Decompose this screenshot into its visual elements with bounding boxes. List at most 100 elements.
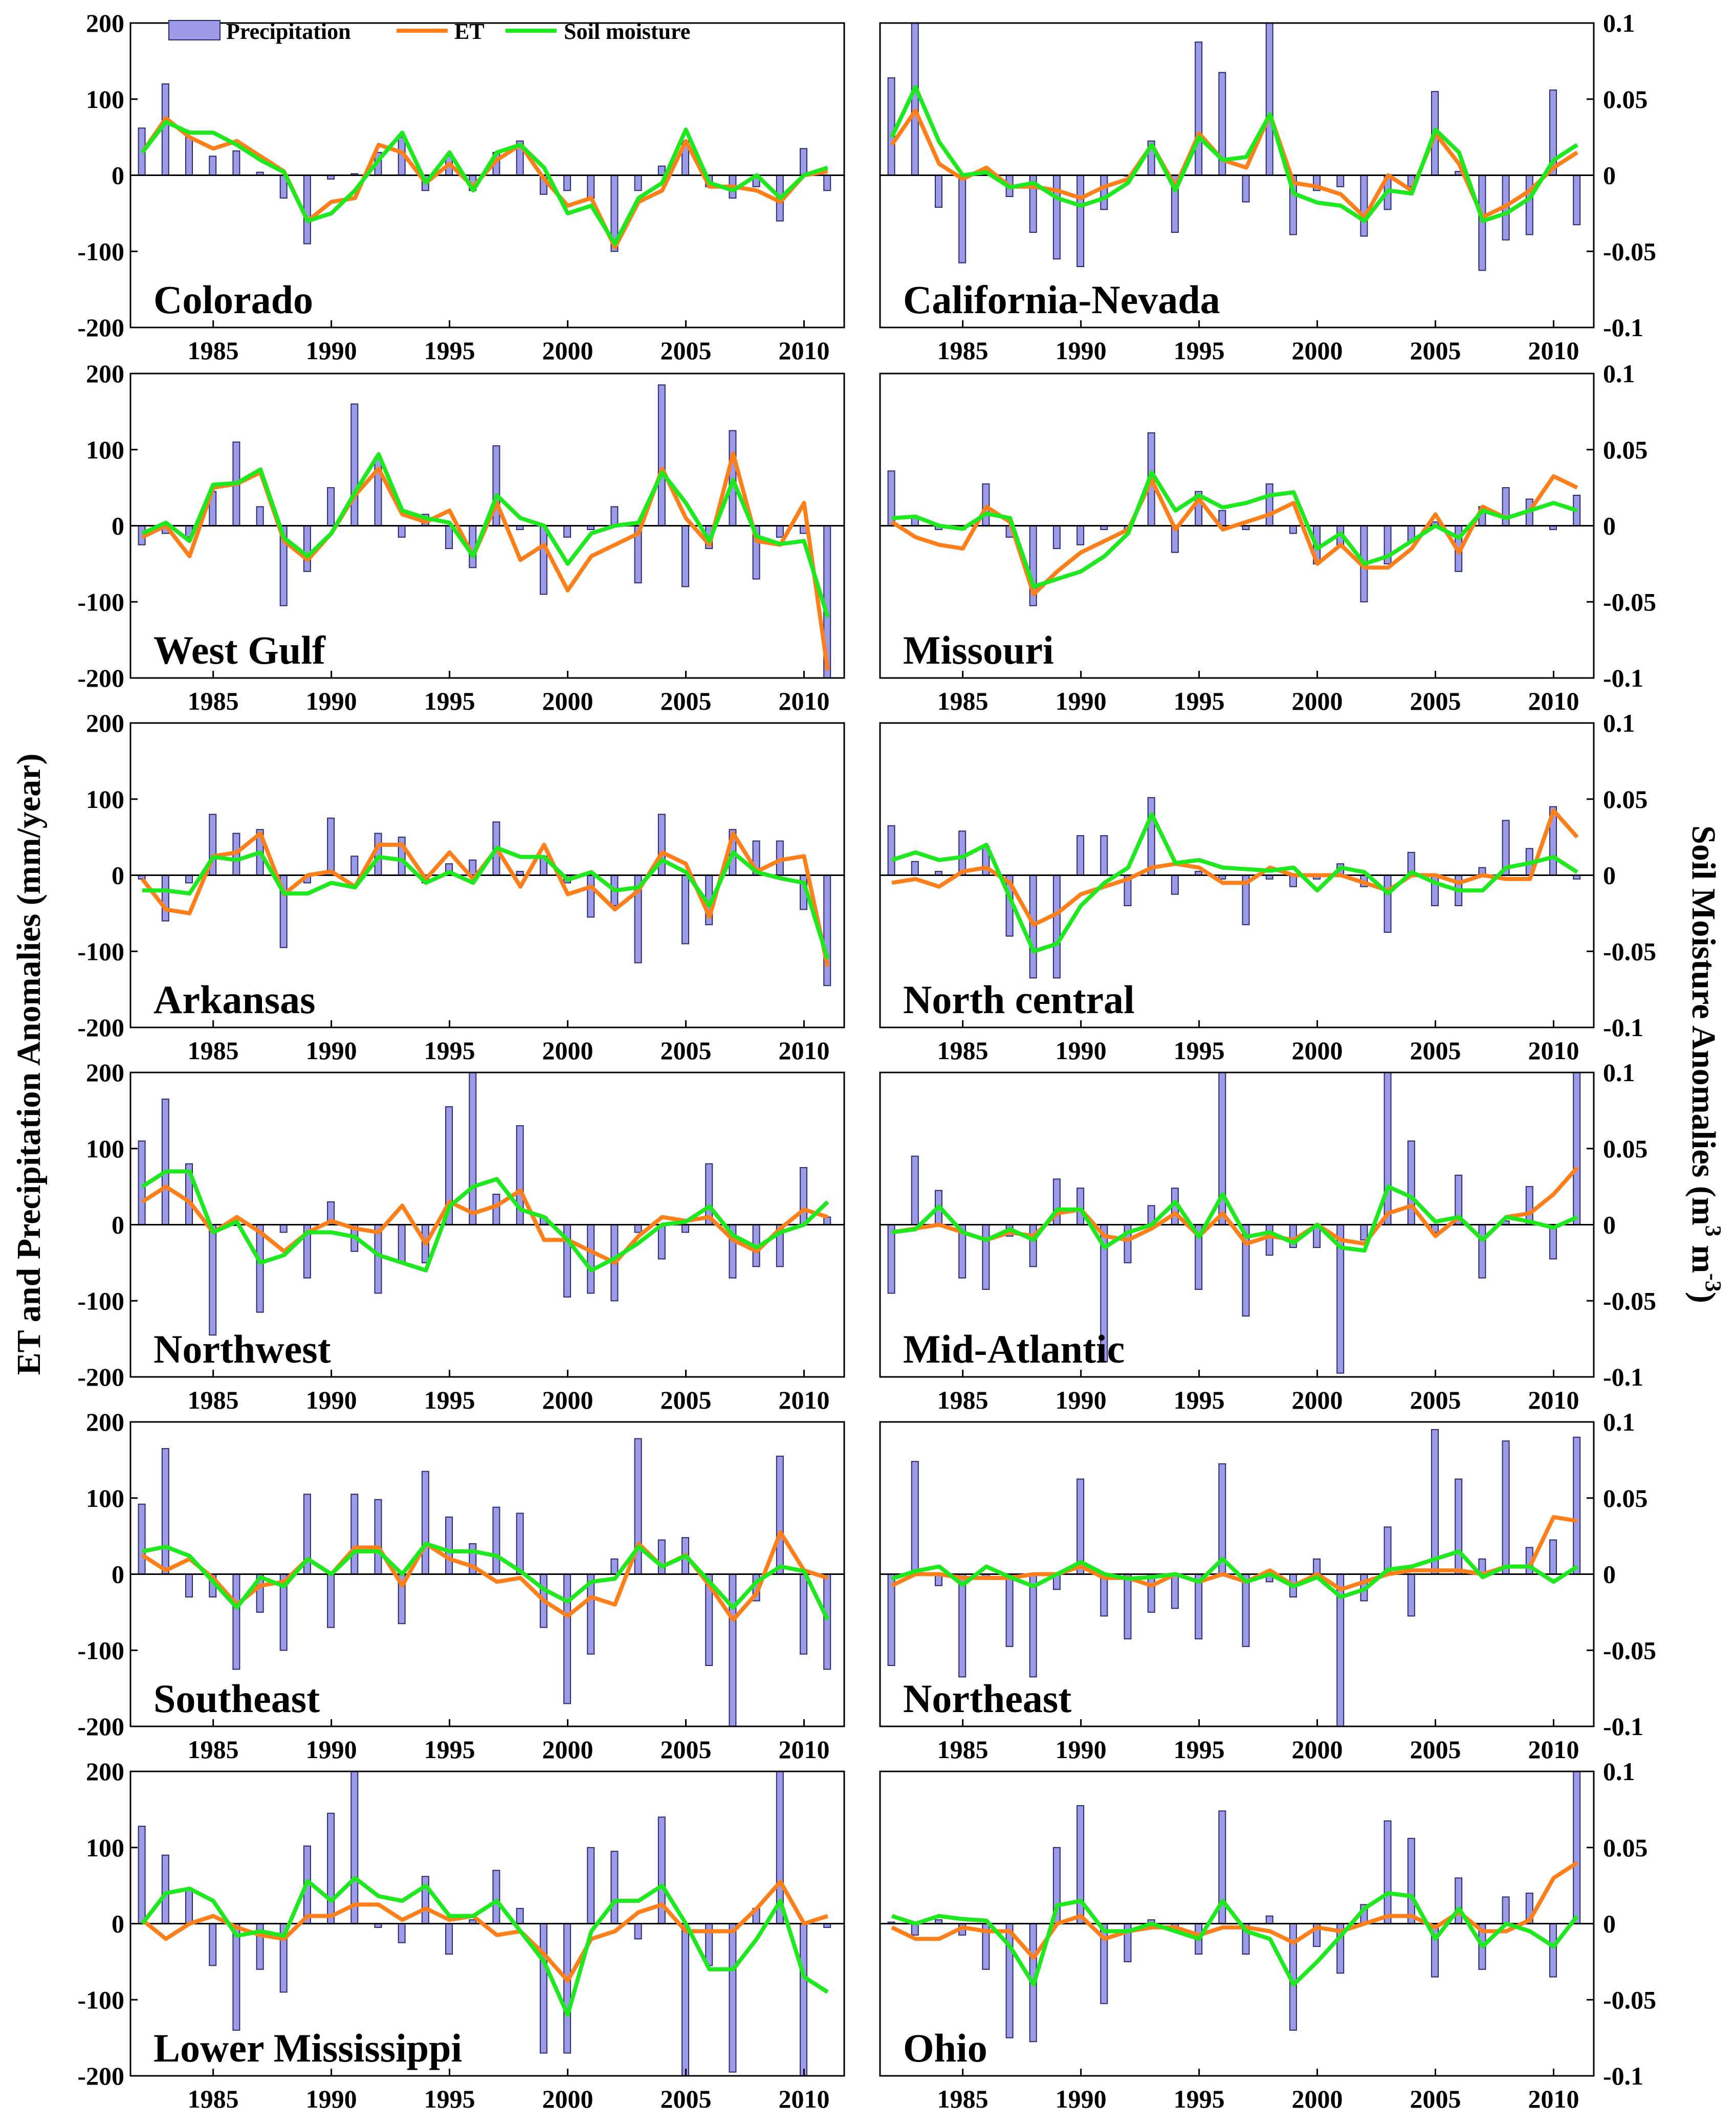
precip-bar-california-nevada-2001 [1336, 174, 1345, 187]
y-tick-label-missouri-4: -0.1 [1603, 664, 1643, 692]
precip-bar-northwest-1985 [209, 1224, 217, 1336]
legend-precipitation-swatch [168, 20, 221, 40]
precip-bar-california-nevada-1989 [1052, 174, 1061, 260]
precip-bar-colorado-1986 [232, 150, 240, 176]
y-tick-label-mid-atlantic-4: -0.1 [1603, 1363, 1643, 1391]
x-tick-label-northwest-2005: 2005 [661, 1386, 712, 1414]
precip-bar-mid-atlantic-2002 [1360, 1224, 1368, 1241]
y-tick-label-ohio-4: -0.1 [1603, 2062, 1643, 2090]
y-axis-right-title-part-2: m [1685, 1237, 1722, 1273]
precip-bar-mid-atlantic-2010 [1549, 1224, 1557, 1260]
x-tick-label-colorado-1985: 1985 [188, 336, 239, 365]
x-tick-label-west-gulf-1995: 1995 [424, 687, 475, 715]
precip-bar-colorado-2003 [634, 174, 642, 191]
precip-bar-southeast-1990 [327, 1573, 335, 1628]
panel-title-california-nevada: California-Nevada [903, 277, 1220, 322]
x-tick-label-california-nevada-1995: 1995 [1174, 336, 1225, 365]
precip-bar-north-central-1983 [911, 861, 919, 876]
precip-bar-ohio-2003 [1383, 1820, 1392, 1924]
precip-bar-northwest-1996 [469, 1072, 477, 1225]
y-tick-label-southeast-3: -100 [77, 1636, 124, 1664]
precip-bar-california-nevada-1991 [1100, 174, 1108, 210]
precip-bar-southeast-1994 [421, 1471, 429, 1575]
y-tick-label-colorado-2: 0 [112, 161, 124, 190]
y-tick-label-west-gulf-4: -200 [77, 664, 124, 692]
x-tick-label-southeast-2000: 2000 [542, 1735, 594, 1764]
y-tick-label-northeast-3: -0.05 [1603, 1636, 1656, 1664]
precip-bar-northeast-1994 [1171, 1573, 1179, 1609]
x-tick-label-southeast-1985: 1985 [188, 1735, 239, 1764]
panels: 200 100 0 -100 -200 1985 1990 1995 2000 2005 2010 C… [77, 9, 1656, 2113]
panel-title-missouri: Missouri [903, 628, 1054, 672]
panel-northwest: 200 100 0 -100 -200 1985 1990 1995 2000 2005 2010 N… [77, 1058, 845, 1414]
x-tick-label-missouri-1990: 1990 [1056, 687, 1107, 715]
precip-bar-colorado-1983 [161, 83, 169, 176]
x-tick-label-northwest-2000: 2000 [542, 1386, 594, 1414]
precip-bar-lower-mississippi-1999 [539, 1923, 547, 2054]
panel-title-southeast: Southeast [153, 1676, 320, 1721]
precip-bar-colorado-2001 [587, 174, 595, 199]
y-tick-label-west-gulf-1: 100 [86, 435, 124, 464]
soil-moisture-line-northeast [891, 1549, 1578, 1599]
y-tick-label-west-gulf-0: 200 [86, 359, 124, 388]
precip-bar-west-gulf-1990 [327, 487, 335, 527]
panel-colorado: 200 100 0 -100 -200 1985 1990 1995 2000 2005 2010 C… [77, 9, 845, 365]
y-tick-label-california-nevada-1: 0.05 [1603, 85, 1648, 114]
precip-bar-colorado-1989 [303, 174, 311, 245]
y-tick-label-north-central-3: -0.05 [1603, 937, 1656, 966]
precip-bar-west-gulf-2005 [682, 525, 689, 587]
et-line-northwest [141, 1185, 828, 1265]
precip-bar-lower-mississippi-2003 [634, 1923, 642, 1940]
precip-bar-california-nevada-2011 [1573, 174, 1581, 226]
precip-bar-california-nevada-1985 [958, 174, 966, 264]
x-tick-label-northwest-1990: 1990 [306, 1386, 357, 1414]
precip-bar-colorado-2000 [563, 174, 572, 191]
precip-bar-southeast-2010 [800, 1573, 807, 1655]
precip-bar-northeast-1985 [958, 1573, 966, 1678]
et-line-missouri [890, 474, 1578, 597]
precip-bar-ohio-2008 [1502, 1896, 1510, 1924]
x-tick-label-lower-mississippi-2010: 2010 [778, 2085, 829, 2113]
y-tick-label-missouri-1: 0.05 [1603, 435, 1648, 464]
panel-missouri: 0.1 0.05 0 -0.05 -0.1 1985 1990 1995 2000 2005 201… [879, 359, 1656, 715]
panel-west-gulf: 200 100 0 -100 -200 1985 1990 1995 2000 2005 2010 W… [77, 359, 845, 715]
panel-title-lower-mississippi: Lower Mississippi [153, 2026, 462, 2070]
legend: Precipitation ET Soil moisture [168, 19, 690, 44]
y-tick-label-northwest-4: -200 [77, 1363, 124, 1391]
precip-bar-southeast-2009 [776, 1455, 784, 1575]
y-tick-label-colorado-3: -100 [77, 237, 124, 266]
precip-bar-northeast-1992 [1124, 1573, 1132, 1639]
y-tick-label-arkansas-4: -200 [77, 1013, 124, 1042]
precip-bar-arkansas-2011 [823, 874, 831, 987]
legend-precipitation-label: Precipitation [226, 19, 351, 44]
x-tick-label-missouri-2010: 2010 [1528, 687, 1579, 715]
precip-bar-northwest-1993 [398, 1224, 406, 1263]
precip-bar-southeast-1998 [516, 1513, 524, 1575]
x-tick-label-missouri-2005: 2005 [1410, 687, 1461, 715]
precip-bar-northeast-1982 [887, 1573, 895, 1666]
precip-bar-north-central-1993 [1147, 797, 1155, 876]
y-tick-label-north-central-0: 0.1 [1603, 709, 1635, 737]
x-tick-label-arkansas-1995: 1995 [424, 1036, 475, 1065]
y-axis-right-title-part-3: ) [1685, 1292, 1722, 1303]
precip-bar-lower-mississippi-2007 [729, 1923, 737, 2073]
precip-bar-missouri-1990 [1076, 525, 1085, 545]
x-tick-label-north-central-1995: 1995 [1174, 1036, 1225, 1065]
y-tick-label-southeast-1: 100 [86, 1484, 124, 1513]
precip-bar-mid-atlantic-2004 [1407, 1140, 1415, 1225]
panel-title-mid-atlantic: Mid-Atlantic [903, 1327, 1125, 1371]
x-tick-label-california-nevada-1990: 1990 [1056, 336, 1107, 365]
et-line-northeast [891, 1515, 1578, 1592]
precip-bar-california-nevada-1990 [1076, 174, 1085, 267]
y-tick-label-california-nevada-4: -0.1 [1603, 313, 1643, 342]
y-tick-label-missouri-2: 0 [1603, 512, 1616, 540]
precip-bar-northwest-1997 [492, 1194, 500, 1225]
precip-bar-northwest-2003 [634, 1224, 642, 1233]
x-tick-label-southeast-1995: 1995 [424, 1735, 475, 1764]
precip-bar-lower-mississippi-1995 [445, 1923, 453, 1955]
precip-bar-northwest-1988 [279, 1224, 288, 1233]
y-tick-label-north-central-1: 0.05 [1603, 785, 1648, 814]
soil-moisture-line-colorado [140, 120, 828, 246]
precip-bar-ohio-1998 [1265, 1915, 1273, 1924]
x-tick-label-colorado-2000: 2000 [542, 336, 594, 365]
